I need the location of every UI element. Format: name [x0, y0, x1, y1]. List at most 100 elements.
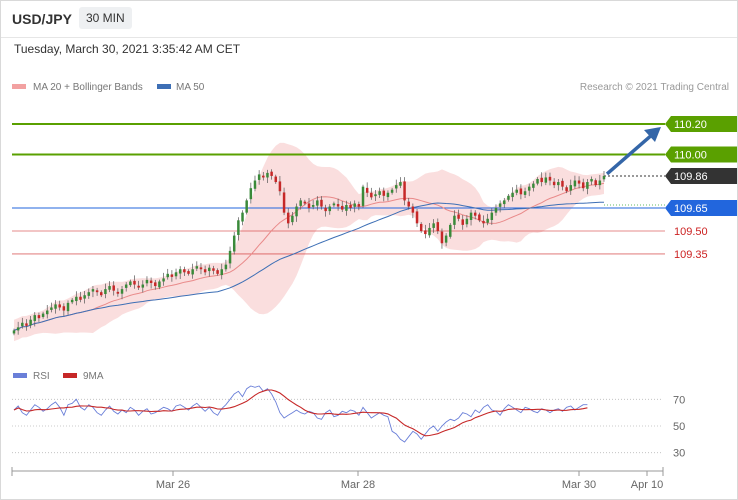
candle-body-136: [577, 180, 581, 184]
candle-body-10: [54, 304, 57, 309]
candle-body-105: [449, 224, 452, 237]
candle-body-95: [407, 201, 410, 207]
candle-body-11: [58, 304, 61, 308]
candle-body-26: [120, 289, 124, 294]
candle-body-104: [444, 235, 448, 243]
candle-body-0: [12, 330, 16, 334]
candle-body-96: [411, 206, 415, 213]
bollinger-band-area: [14, 142, 604, 342]
rsi-panel: 70 50 30: [12, 385, 685, 460]
candle-body-106: [453, 215, 456, 225]
candle-body-90: [386, 192, 390, 198]
candle-body-81: [349, 205, 352, 209]
level-tag-110-20: [665, 115, 737, 132]
candlesticks: [12, 169, 606, 336]
candle-body-20: [95, 290, 99, 293]
candle-body-1: [16, 327, 20, 331]
candle-body-54: [237, 220, 240, 235]
candle-body-9: [50, 307, 53, 310]
candle-body-107: [457, 214, 460, 219]
candle-body-88: [378, 191, 381, 195]
candle-body-59: [257, 174, 261, 180]
candle-body-27: [124, 284, 128, 288]
candle-body-46: [203, 269, 207, 273]
candle-body-93: [399, 182, 402, 186]
candle-body-22: [104, 289, 107, 295]
forecast-arrow: [605, 126, 661, 176]
candle-body-12: [62, 306, 66, 311]
candle-body-130: [552, 181, 556, 186]
candle-body-82: [353, 203, 356, 207]
candle-body-65: [282, 192, 286, 213]
candle-body-19: [91, 289, 95, 292]
candle-body-71: [307, 203, 311, 209]
rsi-ma-legend-swatch: [63, 373, 77, 378]
timeframe-badge[interactable]: 30 MIN: [79, 7, 132, 29]
rsi-legend-swatch: [13, 373, 27, 378]
candle-body-51: [224, 264, 228, 270]
bollinger-bands: [14, 142, 604, 342]
chart-datetime: Tuesday, March 30, 2021 3:35:42 AM CET: [14, 42, 241, 56]
candle-body-78: [336, 204, 340, 207]
candle-body-133: [565, 187, 568, 192]
x-tick-label-1: Mar 28: [341, 479, 375, 491]
candle-body-124: [527, 186, 531, 191]
candle-body-2: [21, 322, 24, 327]
candle-body-45: [199, 267, 203, 270]
candle-body-70: [303, 201, 307, 204]
candle-body-66: [286, 212, 290, 224]
rsi-tick-30: 30: [673, 448, 685, 460]
candle-body-58: [253, 180, 257, 189]
candle-body-50: [220, 269, 223, 276]
candle-body-48: [212, 268, 215, 271]
candle-body-44: [195, 266, 199, 269]
candle-body-120: [511, 192, 514, 198]
candle-body-15: [75, 296, 78, 302]
candle-body-6: [37, 315, 41, 319]
candle-body-138: [586, 182, 589, 189]
forecast-arrow-shaft: [605, 132, 655, 176]
candle-body-92: [395, 185, 398, 189]
candle-body-89: [382, 190, 386, 196]
candle-body-31: [141, 284, 145, 288]
candle-body-91: [390, 189, 394, 193]
candle-body-7: [41, 313, 45, 317]
level-label-109-65: 109.65: [674, 203, 708, 215]
candle-body-97: [415, 211, 419, 224]
x-tick-label-2: Mar 30: [562, 479, 596, 491]
candle-body-80: [345, 205, 348, 211]
candle-body-16: [79, 296, 82, 300]
candle-body-60: [262, 175, 265, 178]
candle-body-25: [116, 291, 120, 294]
candle-body-39: [174, 272, 178, 277]
candle-body-32: [145, 279, 149, 284]
candle-body-72: [311, 205, 315, 207]
symbol-title: USD/JPY: [12, 11, 72, 27]
level-labels: 110.20 110.00 109.86 109.65 109.50 109.35: [665, 115, 737, 261]
candle-body-128: [544, 177, 548, 183]
candle-body-49: [216, 270, 219, 274]
price-levels: [12, 122, 665, 255]
candle-body-74: [320, 199, 323, 207]
forecast-arrow-head: [644, 126, 661, 142]
candle-body-13: [66, 302, 70, 312]
candle-body-139: [590, 179, 593, 182]
bb-legend-label: MA 20 + Bollinger Bands: [33, 82, 143, 93]
candle-body-73: [316, 200, 319, 206]
candle-body-37: [166, 273, 169, 278]
candle-body-85: [365, 187, 369, 193]
level-label-110-20: 110.20: [674, 119, 707, 131]
rsi-tick-70: 70: [673, 394, 685, 406]
candle-body-86: [370, 192, 373, 198]
candle-body-122: [519, 188, 523, 195]
x-axis: Mar 26 Mar 28 Mar 30 Apr 10: [11, 467, 664, 491]
level-tag-109-65: [665, 200, 737, 217]
candle-body-117: [498, 203, 502, 207]
candle-body-61: [266, 172, 269, 178]
candle-body-23: [108, 286, 111, 290]
candle-body-21: [100, 292, 103, 296]
candle-body-100: [428, 227, 431, 236]
candle-body-113: [482, 220, 485, 224]
bb-legend-swatch: [12, 84, 26, 89]
